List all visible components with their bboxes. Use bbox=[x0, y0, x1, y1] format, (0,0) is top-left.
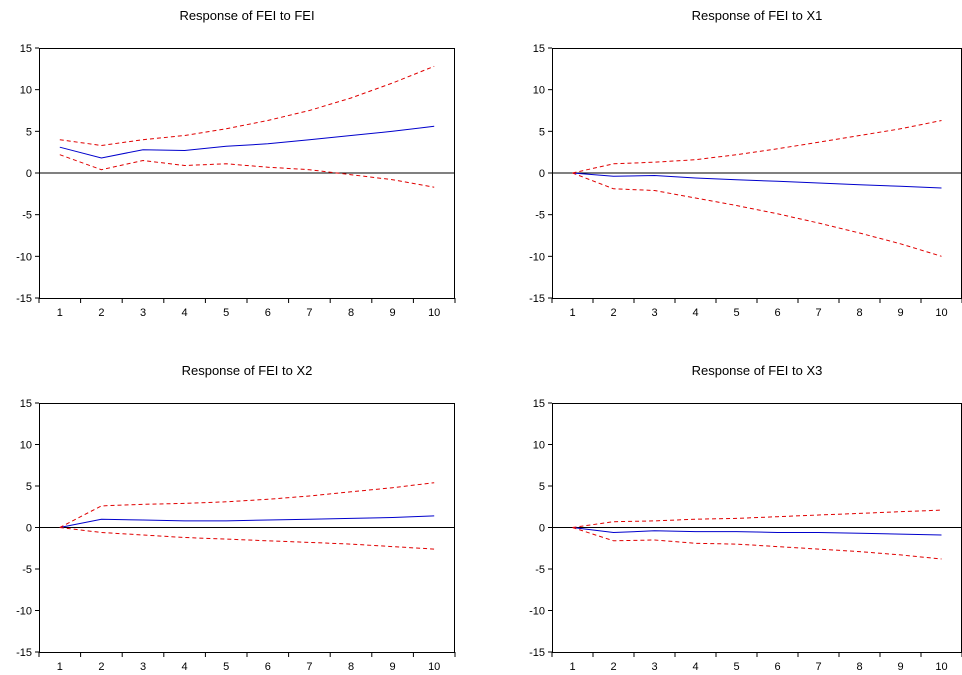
x-tick-label: 8 bbox=[348, 661, 354, 673]
x-tick-label: 7 bbox=[306, 661, 312, 673]
x-tick-label: 3 bbox=[651, 307, 657, 319]
y-tick-label: -15 bbox=[529, 647, 545, 659]
x-tick-label: 4 bbox=[182, 307, 188, 319]
lower-band-line bbox=[59, 527, 435, 550]
chart-title: Response of FEI to X1 bbox=[692, 8, 823, 23]
y-tick-label: -15 bbox=[16, 647, 32, 659]
x-tick-label: 5 bbox=[733, 661, 739, 673]
x-tick-label: 2 bbox=[610, 661, 616, 673]
chart-panel-3: Response of FEI to X2 15 10 5 0 -5 -10 -15 1 2 3 4 5… bbox=[16, 363, 456, 673]
x-tick-label: 10 bbox=[935, 661, 947, 673]
y-tick-label: 0 bbox=[539, 523, 545, 535]
x-tick-label: 3 bbox=[140, 307, 146, 319]
x-tick-label: 4 bbox=[182, 661, 188, 673]
x-tick-label: 2 bbox=[98, 307, 104, 319]
x-tick-label: 1 bbox=[57, 307, 63, 319]
x-tick-label: 9 bbox=[390, 307, 396, 319]
x-tick-label: 9 bbox=[897, 661, 903, 673]
chart-panel-2: Response of FEI to X1 15 10 5 0 -5 -10 -15 1 2 3 4 5… bbox=[529, 8, 962, 319]
y-tick-label: 15 bbox=[533, 398, 545, 410]
y-tick-label: -5 bbox=[22, 564, 32, 576]
y-tick-label: 0 bbox=[26, 523, 32, 535]
y-tick-label: -10 bbox=[529, 606, 545, 618]
x-tick-label: 8 bbox=[348, 307, 354, 319]
x-tick-label: 8 bbox=[856, 307, 862, 319]
y-tick-label: 5 bbox=[26, 126, 32, 138]
chart-title: Response of FEI to FEI bbox=[179, 8, 314, 23]
upper-band-line bbox=[572, 120, 942, 174]
y-tick-label: 10 bbox=[20, 440, 32, 452]
y-tick-label: -5 bbox=[535, 210, 545, 222]
y-tick-label: 15 bbox=[533, 43, 545, 55]
lower-band-line bbox=[572, 172, 942, 257]
y-tick-label: -5 bbox=[22, 210, 32, 222]
x-tick-label: 3 bbox=[651, 661, 657, 673]
chart-title: Response of FEI to X3 bbox=[692, 363, 823, 378]
x-tick-label: 9 bbox=[390, 661, 396, 673]
upper-band-line bbox=[572, 509, 942, 528]
chart-panel-1: Response of FEI to FEI 15 10 5 0 -5 -10 -15 1 2 3 4… bbox=[16, 8, 456, 319]
y-tick-label: -10 bbox=[529, 251, 545, 263]
y-tick-label: -10 bbox=[16, 251, 32, 263]
x-tick-label: 1 bbox=[569, 661, 575, 673]
y-tick-label: 10 bbox=[533, 440, 545, 452]
y-tick-label: 15 bbox=[20, 398, 32, 410]
response-line bbox=[572, 172, 942, 189]
x-tick-label: 9 bbox=[897, 307, 903, 319]
y-tick-label: 5 bbox=[539, 481, 545, 493]
x-tick-label: 7 bbox=[306, 307, 312, 319]
x-tick-label: 4 bbox=[692, 661, 698, 673]
x-tick-label: 4 bbox=[692, 307, 698, 319]
response-line bbox=[59, 515, 435, 528]
x-tick-label: 6 bbox=[265, 661, 271, 673]
response-line bbox=[59, 125, 435, 159]
y-tick-label: 10 bbox=[533, 85, 545, 97]
x-tick-label: 5 bbox=[223, 661, 229, 673]
x-tick-label: 1 bbox=[569, 307, 575, 319]
lower-band-line bbox=[59, 154, 435, 188]
lower-band-line bbox=[572, 527, 942, 560]
response-line bbox=[572, 527, 942, 536]
y-tick-label: 15 bbox=[20, 43, 32, 55]
y-tick-label: -5 bbox=[535, 564, 545, 576]
x-tick-label: 3 bbox=[140, 661, 146, 673]
y-tick-label: -15 bbox=[529, 293, 545, 305]
x-tick-label: 6 bbox=[265, 307, 271, 319]
x-tick-label: 6 bbox=[774, 661, 780, 673]
x-tick-label: 5 bbox=[223, 307, 229, 319]
upper-band-line bbox=[59, 482, 435, 528]
y-tick-label: -10 bbox=[16, 606, 32, 618]
y-tick-label: 10 bbox=[20, 85, 32, 97]
x-tick-label: 7 bbox=[815, 307, 821, 319]
y-tick-label: 5 bbox=[539, 126, 545, 138]
x-tick-label: 10 bbox=[428, 661, 440, 673]
y-tick-label: 0 bbox=[26, 168, 32, 180]
x-tick-label: 6 bbox=[774, 307, 780, 319]
chart-panel-4: Response of FEI to X3 15 10 5 0 -5 -10 -15 1 2 3 4 5… bbox=[529, 363, 962, 673]
y-tick-label: 0 bbox=[539, 168, 545, 180]
x-tick-label: 2 bbox=[98, 661, 104, 673]
chart-title: Response of FEI to X2 bbox=[182, 363, 313, 378]
y-tick-label: -15 bbox=[16, 293, 32, 305]
x-tick-label: 1 bbox=[57, 661, 63, 673]
x-tick-label: 10 bbox=[935, 307, 947, 319]
y-tick-label: 5 bbox=[26, 481, 32, 493]
x-tick-label: 5 bbox=[733, 307, 739, 319]
x-tick-label: 8 bbox=[856, 661, 862, 673]
x-tick-label: 10 bbox=[428, 307, 440, 319]
x-tick-label: 2 bbox=[610, 307, 616, 319]
x-tick-label: 7 bbox=[815, 661, 821, 673]
upper-band-line bbox=[59, 65, 435, 147]
